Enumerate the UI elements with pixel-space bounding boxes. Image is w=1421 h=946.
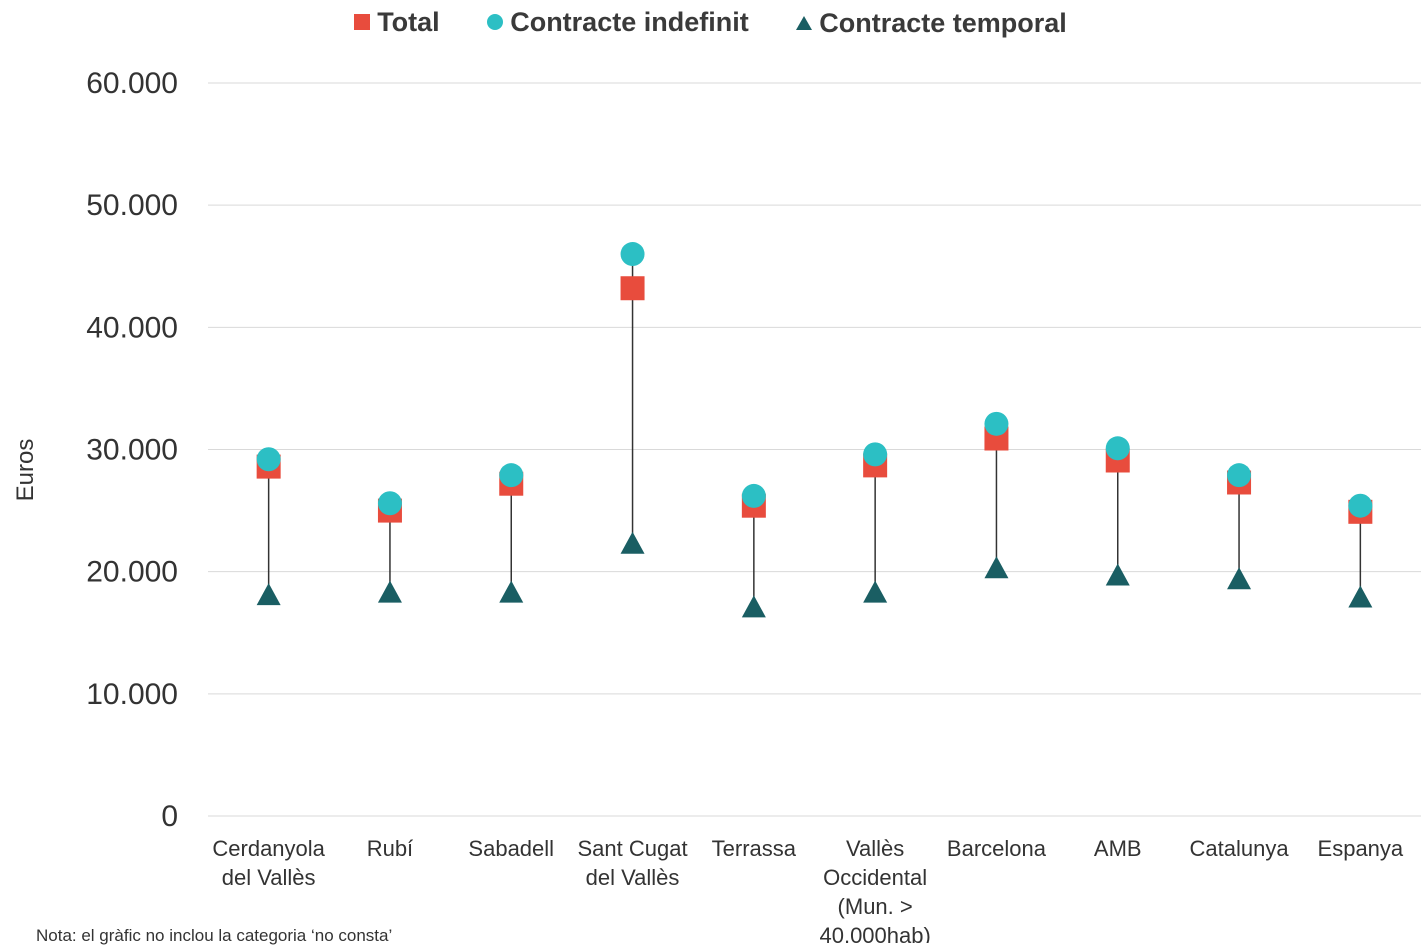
- total-point: [620, 276, 645, 301]
- x-tick-label: Sabadell: [468, 836, 554, 861]
- temporal-point: [1348, 585, 1373, 608]
- temporal-point: [863, 580, 888, 603]
- x-tick-label: Occidental: [823, 865, 927, 890]
- y-tick-label: 10.000: [86, 678, 178, 711]
- x-tick-label: Vallès: [846, 836, 904, 861]
- x-tick-label: (Mun. >: [838, 894, 913, 919]
- legend-square-icon: [354, 14, 371, 30]
- y-tick-label: 60.000: [86, 67, 178, 100]
- legend-circle-icon: [487, 14, 504, 30]
- legend-item-total: Total: [354, 7, 440, 38]
- chart-note: Nota: el gràfic no inclou la categoria ‘…: [36, 926, 393, 945]
- y-tick-label: 40.000: [86, 311, 178, 344]
- indefinit-point: [1105, 436, 1130, 461]
- legend-item-temporal: Contracte temporal: [796, 8, 1067, 39]
- y-tick-label: 30.000: [86, 434, 178, 467]
- x-tick-label: AMB: [1094, 836, 1142, 861]
- x-tick-label: 40.000hab): [819, 923, 930, 943]
- x-tick-label: Sant Cugat: [578, 836, 688, 861]
- x-tick-label: del Vallès: [586, 865, 680, 890]
- legend-item-indefinit: Contracte indefinit: [487, 7, 749, 38]
- y-tick-label: 50.000: [86, 189, 178, 222]
- chart-legend: Total Contracte indefinit Contracte temp…: [0, 6, 1421, 39]
- y-tick-label: 20.000: [86, 556, 178, 589]
- indefinit-point: [377, 491, 402, 516]
- legend-label-temporal: Contracte temporal: [819, 7, 1067, 38]
- indefinit-point: [620, 242, 645, 267]
- x-tick-label: del Vallès: [222, 865, 316, 890]
- y-axis-label: Euros: [12, 439, 39, 502]
- indefinit-point: [1227, 463, 1252, 488]
- temporal-point: [377, 580, 402, 603]
- indefinit-point: [256, 447, 281, 472]
- x-tick-label: Cerdanyola: [212, 836, 325, 861]
- indefinit-point: [1348, 493, 1373, 518]
- y-tick-label: 0: [161, 800, 178, 833]
- x-tick-label: Terrassa: [712, 836, 797, 861]
- temporal-point: [741, 595, 766, 618]
- temporal-point: [620, 531, 645, 554]
- temporal-point: [984, 556, 1009, 579]
- indefinit-point: [984, 411, 1009, 436]
- temporal-point: [256, 583, 281, 606]
- x-tick-label: Catalunya: [1190, 836, 1290, 861]
- x-tick-label: Espanya: [1318, 836, 1404, 861]
- temporal-point: [1105, 563, 1130, 586]
- legend-label-total: Total: [377, 6, 440, 37]
- x-tick-label: Rubí: [367, 836, 413, 861]
- temporal-point: [1227, 567, 1252, 590]
- indefinit-point: [741, 483, 766, 508]
- indefinit-point: [863, 442, 888, 467]
- temporal-point: [499, 580, 524, 603]
- legend-triangle-icon: [796, 16, 813, 30]
- indefinit-point: [499, 463, 524, 488]
- x-tick-label: Barcelona: [947, 836, 1047, 861]
- legend-label-indefinit: Contracte indefinit: [510, 6, 749, 37]
